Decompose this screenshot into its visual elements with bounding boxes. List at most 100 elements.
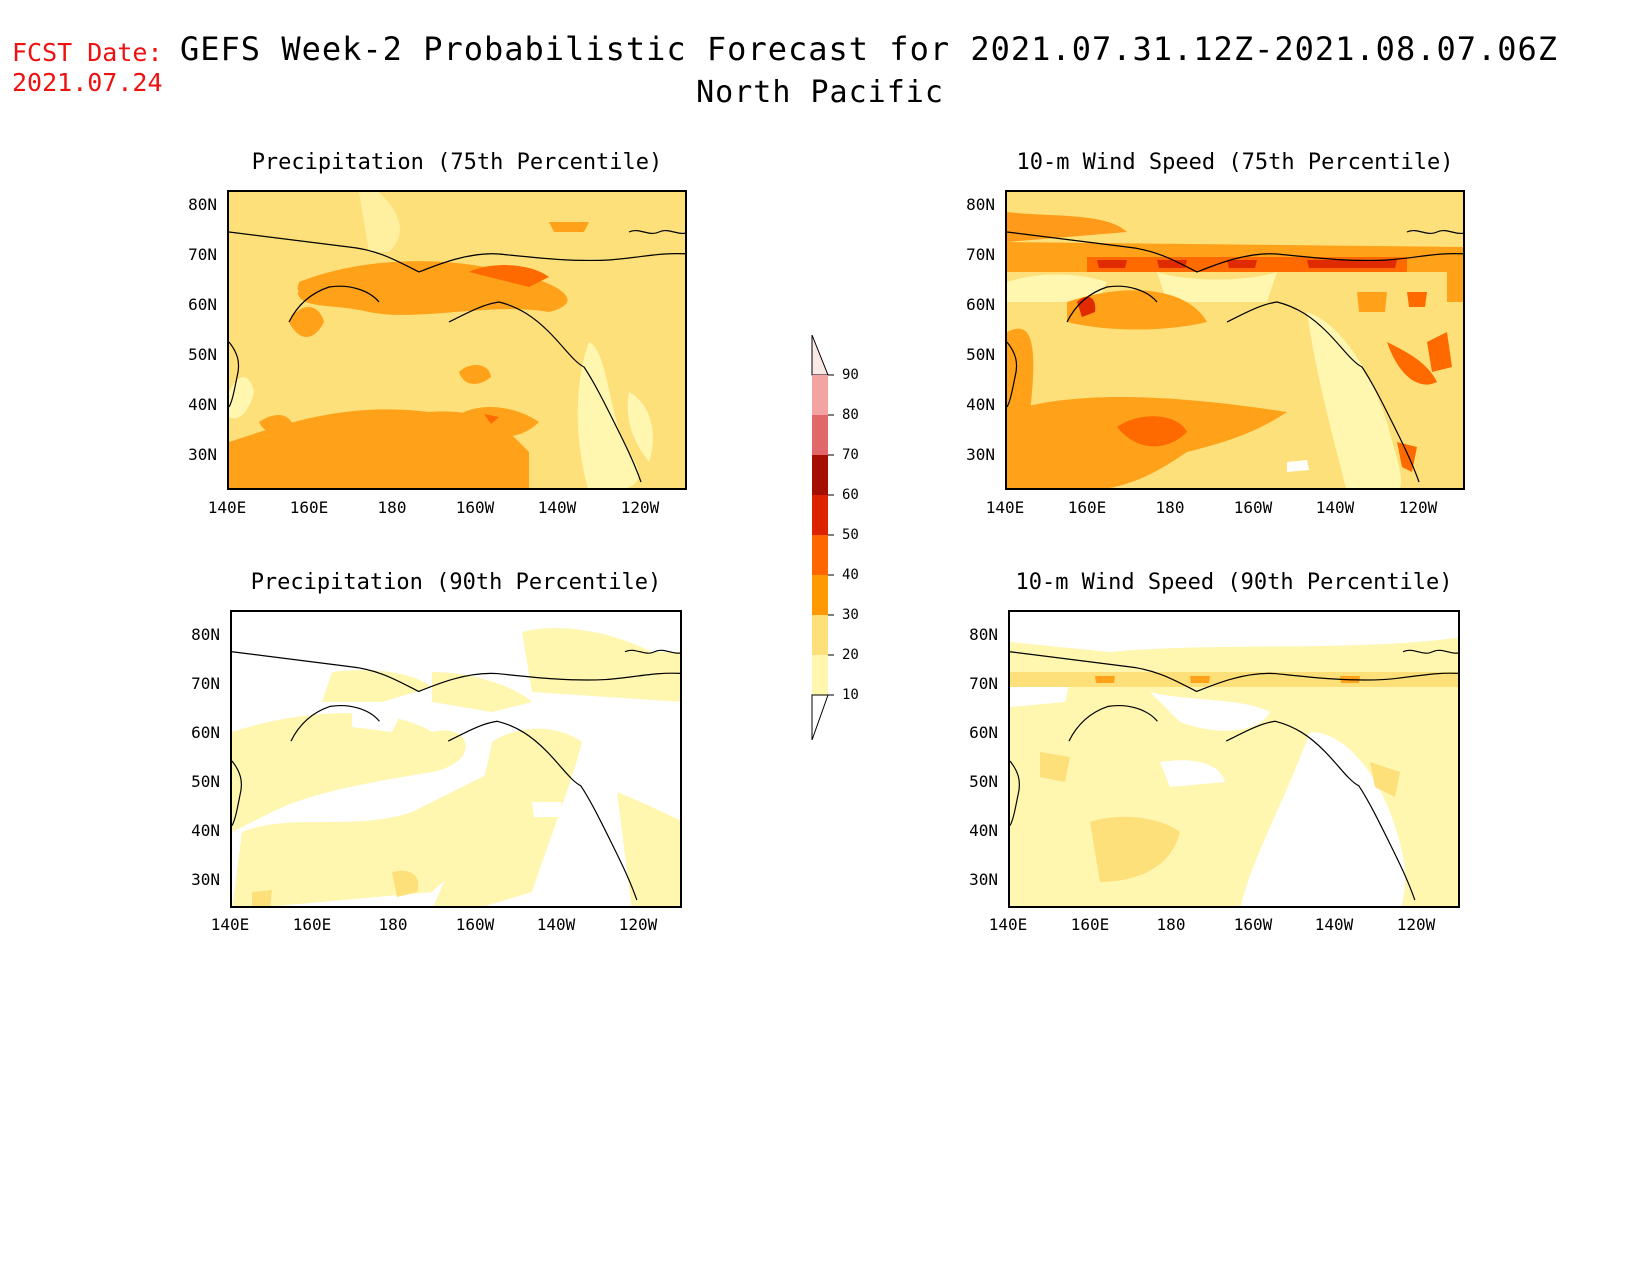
colorbar-label: 20 [842,647,859,663]
lon-label: 160W [1233,915,1273,934]
lat-label: 70N [188,245,217,264]
colorbar-label: 30 [842,607,859,623]
lon-label: 160E [1067,498,1107,517]
map-area [227,190,687,490]
panel-title: 10-m Wind Speed (75th Percentile) [1016,150,1454,175]
coastline [1010,649,1458,901]
colorbar-swatch-50-60 [812,495,828,535]
coastline-segment [232,651,680,693]
lat-label: 30N [188,445,217,464]
coastline-segment [288,285,380,323]
lon-label: 180 [1156,915,1186,934]
lat-label: 60N [191,723,220,742]
lon-label: 120W [1396,915,1436,934]
coastline-segment [290,705,380,742]
coastline-segment [1007,231,1463,273]
coastline-segment [229,231,685,273]
lon-label: 160W [455,915,495,934]
colorbar-top-triangle [811,335,829,376]
lon-label: 180 [378,915,408,934]
coastline [232,649,680,901]
coastline-segment [229,341,240,408]
lon-label: 140E [207,498,247,517]
lon-label: 140W [537,498,577,517]
colorbar-swatch-30-40 [812,575,828,615]
panel-wind-75: 10-m Wind Speed (75th Percentile) [966,150,1465,517]
lat-label: 60N [966,295,995,314]
coastline-segment [447,720,638,901]
colorbar-label: 40 [842,567,859,583]
lat-label: 60N [188,295,217,314]
region-title: North Pacific [696,75,944,110]
colorbar-swatch-20-30 [812,615,828,655]
lon-label: 140E [985,498,1025,517]
lon-label: 120W [620,498,660,517]
coastline-segment [448,301,642,483]
panel-title: Precipitation (75th Percentile) [251,150,663,175]
map-field [1007,192,1463,488]
colorbar-label: 10 [842,687,859,703]
panel-wind-90: 10-m Wind Speed (90th Percentile) 80N 70… [969,570,1460,934]
colorbar: 90 80 70 60 50 40 30 20 10 [810,335,920,740]
map-area [1005,190,1465,490]
coastline [1007,229,1463,483]
lat-label: 80N [188,195,217,214]
map-field [229,192,685,488]
forecast-date-value: 2021.07.24 [12,68,163,97]
coastline-segment [624,649,680,654]
coastline-segment [1406,229,1463,235]
forecast-date-block: FCST Date: 2021.07.24 [12,38,163,98]
panel-title: 10-m Wind Speed (90th Percentile) [1015,570,1453,595]
map-area [230,610,682,908]
lat-label: 30N [191,870,220,889]
main-title: GEFS Week-2 Probabilistic Forecast for 2… [180,30,1559,68]
colorbar-swatch-40-50 [812,535,828,575]
panel-precip-75: Precipitation (75th Percentile) 80N 70N … [188,150,687,517]
lon-label: 120W [1398,498,1438,517]
colorbar-label: 60 [842,487,859,503]
colorbar-label: 50 [842,527,859,543]
coastline-segment [1226,301,1420,483]
colorbar-swatch-60-70 [812,455,828,495]
coastline-segment [1066,285,1158,323]
coastline-segment [1068,705,1158,742]
lat-label: 50N [191,772,220,791]
lat-label: 50N [969,772,998,791]
coastline-segment [232,760,242,826]
panel-title: Precipitation (90th Percentile) [250,570,662,595]
coastline-segment [628,229,685,235]
colorbar-swatch-80-90 [812,375,828,415]
lon-label: 160E [289,498,329,517]
colorbar-swatch-70-80 [812,415,828,455]
map-field [1010,612,1458,906]
coastline-segment [1007,341,1018,408]
lon-label: 140W [1314,915,1354,934]
lat-label: 60N [969,723,998,742]
lat-label: 40N [188,395,217,414]
map-field [232,628,680,906]
lon-label: 180 [1155,498,1185,517]
lat-label: 80N [191,625,220,644]
lat-label: 50N [966,345,995,364]
lat-label: 40N [191,821,220,840]
coastline-segment [1010,760,1020,826]
colorbar-label: 70 [842,447,859,463]
lat-label: 80N [969,625,998,644]
lat-label: 40N [966,395,995,414]
lon-label: 140E [988,915,1028,934]
coastline-segment [1010,651,1458,693]
coastline-segment [1402,649,1458,654]
lon-label: 140W [1315,498,1355,517]
lat-label: 30N [969,870,998,889]
coastline [229,229,685,483]
lon-label: 120W [618,915,658,934]
lat-label: 70N [966,245,995,264]
coastline-segment [1225,720,1416,901]
colorbar-bottom-triangle [811,694,829,740]
lon-label: 160W [455,498,495,517]
lon-label: 160W [1233,498,1273,517]
lat-label: 80N [966,195,995,214]
colorbar-swatch-10-20 [812,655,828,695]
lat-label: 70N [191,674,220,693]
lon-label: 140W [536,915,576,934]
